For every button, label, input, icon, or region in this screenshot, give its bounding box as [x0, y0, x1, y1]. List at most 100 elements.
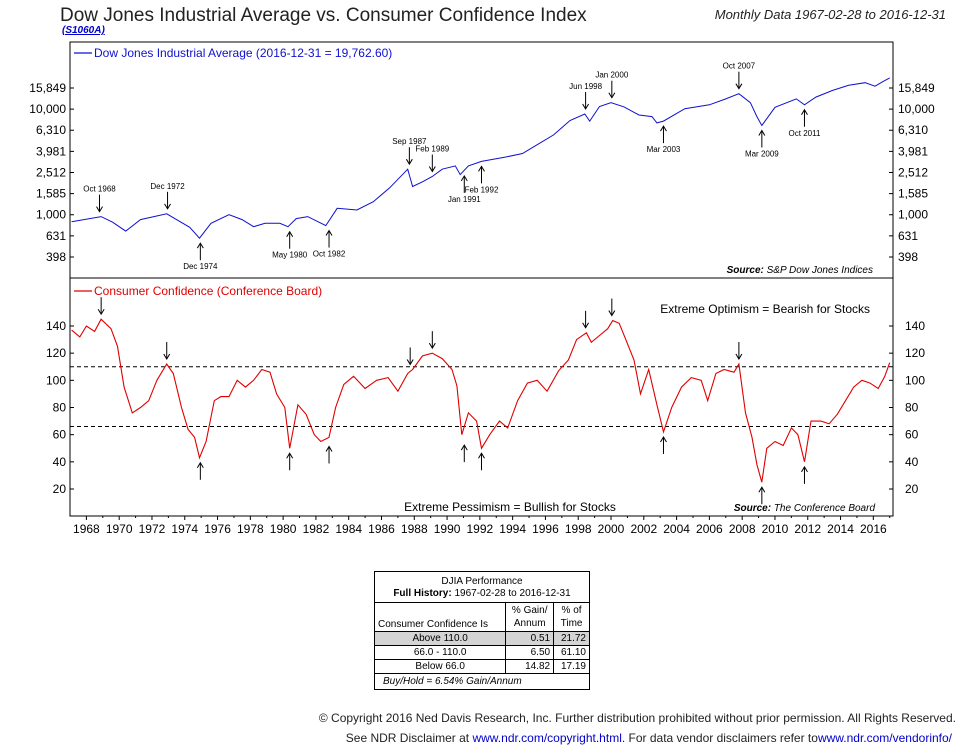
- djia-y-tick-label-right: 10,000: [898, 102, 935, 116]
- copyright-text: © Copyright 2016 Ned Davis Research, Inc…: [318, 711, 956, 725]
- x-tick-label: 1970: [106, 522, 133, 536]
- col-header-condition: Consumer Confidence Is: [375, 603, 506, 632]
- cc-source: Source: The Conference Board: [734, 503, 876, 514]
- cc-annotation-arrowhead: [758, 486, 766, 493]
- djia-y-tick-label-right: 1,000: [898, 208, 928, 222]
- disclaimer-text: See NDR Disclaimer at www.ndr.com/copyri…: [345, 731, 952, 745]
- djia-annotation-label: Dec 1972: [150, 182, 185, 191]
- djia-annotation-arrowhead: [478, 165, 485, 172]
- cc-y-tick-label-right: 40: [905, 455, 919, 469]
- x-tick-label: 1992: [467, 522, 494, 536]
- cc-y-tick-label-right: 120: [905, 346, 925, 360]
- cc-annotation-arrowhead: [196, 461, 204, 469]
- row-gain: 14.82: [505, 659, 554, 673]
- x-tick-label: 1976: [204, 522, 231, 536]
- x-tick-label: 1998: [565, 522, 592, 536]
- cc-y-tick-label-right: 100: [905, 373, 925, 387]
- djia-annotation-label: Feb 1989: [415, 145, 449, 154]
- djia-annotation-label: Oct 1968: [83, 185, 116, 194]
- cc-y-tick-label-left: 140: [46, 319, 66, 333]
- cc-lower-note: Extreme Pessimism = Bullish for Stocks: [404, 500, 616, 514]
- cc-y-tick-label-left: 20: [53, 482, 67, 496]
- cc-y-tick-label-left: 80: [53, 401, 67, 415]
- cc-y-tick-label-left: 100: [46, 373, 66, 387]
- row-gain: 6.50: [505, 645, 554, 660]
- x-tick-label: 1984: [335, 522, 362, 536]
- cc-panel-frame: [69, 277, 894, 517]
- row-label: 66.0 - 110.0: [375, 645, 506, 660]
- djia-annotation-arrowhead: [582, 103, 590, 110]
- cc-y-tick-label-right: 140: [905, 319, 925, 333]
- djia-annotation-label: Jun 1998: [569, 82, 602, 91]
- row-time: 61.10: [553, 645, 589, 660]
- djia-annotation-label: Oct 2007: [723, 62, 756, 71]
- performance-table: DJIA Performance Full History: 1967-02-2…: [374, 571, 590, 690]
- djia-annotation-arrowhead: [660, 125, 667, 132]
- djia-y-tick-label-right: 1,585: [898, 187, 928, 201]
- djia-y-tick-label-left: 2,512: [36, 165, 66, 179]
- djia-annotation-arrowhead: [608, 92, 616, 99]
- djia-y-tick-label-right: 6,310: [898, 123, 928, 137]
- buy-hold-note: Buy/Hold = 6.54% Gain/Annum: [375, 673, 589, 689]
- chart-subtitle: Monthly Data 1967-02-28 to 2016-12-31: [714, 7, 946, 22]
- x-tick-label: 1986: [368, 522, 395, 536]
- x-tick-label: 2002: [630, 522, 657, 536]
- x-tick-label: 1990: [434, 522, 461, 536]
- djia-annotation-label: Dec 1974: [183, 262, 218, 271]
- djia-y-tick-label-left: 631: [46, 229, 66, 243]
- djia-y-tick-label-right: 398: [898, 250, 918, 264]
- table-row: 66.0 - 110.0 6.50 61.10: [375, 645, 589, 660]
- cc-upper-note: Extreme Optimism = Bearish for Stocks: [660, 302, 870, 316]
- djia-annotation-label: Sep 1987: [392, 137, 427, 146]
- table-row: Below 66.0 14.82 17.19: [375, 659, 589, 673]
- cc-annotation-arrowhead: [608, 310, 616, 317]
- row-gain: 0.51: [505, 631, 554, 646]
- djia-annotation-arrowhead: [164, 203, 171, 210]
- performance-grid: Consumer Confidence Is % Gain/Annum % of…: [375, 603, 589, 673]
- x-tick-label: 2012: [794, 522, 821, 536]
- djia-y-tick-label-left: 10,000: [29, 102, 66, 116]
- djia-y-tick-label-left: 3,981: [36, 144, 66, 158]
- djia-annotation-arrowhead: [735, 83, 743, 90]
- djia-annotation-arrowhead: [286, 230, 294, 237]
- chart-code-link[interactable]: (S1060A): [62, 25, 105, 36]
- x-tick-label: 2000: [598, 522, 625, 536]
- cc-annotation-arrowhead: [428, 342, 436, 350]
- x-tick-label: 1982: [303, 522, 330, 536]
- cc-annotation-arrowhead: [460, 444, 468, 451]
- djia-annotation-label: May 1980: [272, 251, 308, 260]
- x-tick-label: 1996: [532, 522, 559, 536]
- djia-annotation-arrowhead: [325, 229, 333, 236]
- djia-annotation-label: Jan 1991: [448, 195, 481, 204]
- col-header-gain: % Gain/Annum: [505, 603, 554, 632]
- copyright-link[interactable]: www.ndr.com/copyright.html: [472, 731, 622, 745]
- djia-panel-frame: [69, 41, 894, 279]
- cc-annotation-arrowhead: [660, 435, 667, 443]
- table-row: Above 110.0 0.51 21.72: [375, 631, 589, 646]
- djia-y-tick-label-right: 2,512: [898, 165, 928, 179]
- cc-annotation-arrowhead: [163, 353, 171, 361]
- vendor-info-link[interactable]: www.ndr.com/vendorinfo/: [817, 731, 952, 745]
- djia-y-tick-label-left: 1,585: [36, 187, 66, 201]
- row-label: Below 66.0: [415, 661, 465, 672]
- djia-annotation-arrowhead: [405, 158, 413, 166]
- x-tick-label: 1980: [270, 522, 297, 536]
- row-time: 17.19: [553, 659, 589, 673]
- x-tick-label: 1988: [401, 522, 428, 536]
- djia-y-tick-label-left: 1,000: [36, 208, 66, 222]
- djia-y-tick-label-left: 398: [46, 250, 66, 264]
- cc-y-tick-label-right: 60: [905, 428, 919, 442]
- performance-full-history: Full History: 1967-02-28 to 2016-12-31: [375, 588, 589, 603]
- djia-y-tick-label-left: 6,310: [36, 123, 66, 137]
- cc-annotation-arrowhead: [406, 359, 414, 366]
- djia-annotation-label: Oct 2011: [789, 129, 821, 138]
- djia-annotation-label: Mar 2009: [745, 149, 779, 158]
- x-tick-label: 1972: [139, 522, 166, 536]
- djia-y-tick-label-right: 15,849: [898, 81, 935, 95]
- cc-annotation-arrowhead: [97, 308, 105, 316]
- djia-annotation-arrowhead: [428, 166, 436, 173]
- cc-y-tick-label-right: 80: [905, 401, 919, 415]
- col-header-time: % of Time: [553, 603, 589, 632]
- cc-annotation-arrowhead: [478, 452, 485, 459]
- cc-annotation-arrowhead: [801, 465, 808, 473]
